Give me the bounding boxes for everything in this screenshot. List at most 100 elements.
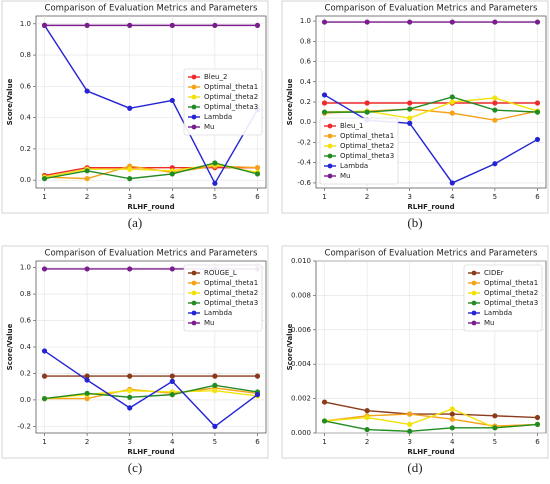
data-point <box>321 418 328 424</box>
series-line <box>44 162 258 180</box>
data-point <box>407 421 413 427</box>
legend-marker <box>471 280 477 286</box>
y-tick-label: 0.4 <box>20 114 32 122</box>
legend-box <box>463 264 543 332</box>
legend: ROUGE_L Optimal_theta1 Optimal_theta2 Optim… <box>183 264 263 332</box>
data-point <box>127 388 133 394</box>
legend-label: Lambda <box>204 113 232 121</box>
legend-marker <box>191 124 197 130</box>
data-point <box>127 176 133 182</box>
legend: Bleu_1 Optimal_theta1 Optimal_theta2 Optima… <box>319 117 399 185</box>
legend-label: Bleu_1 <box>340 122 363 130</box>
y-tick-label: -0.4 <box>297 159 311 167</box>
legend-label: Optimal_theta3 <box>484 299 538 307</box>
legend-marker <box>191 94 197 100</box>
data-point <box>254 165 261 171</box>
panel-frame <box>281 0 549 214</box>
data-point <box>364 426 370 433</box>
series-line <box>324 401 538 419</box>
data-point <box>254 373 261 379</box>
x-tick-label: 3 <box>127 193 131 201</box>
y-tick-label: 0.000 <box>291 429 311 437</box>
data-point <box>212 423 218 429</box>
data-point <box>169 378 175 384</box>
data-point <box>41 266 48 272</box>
panel-label: (d) <box>407 460 422 475</box>
data-point <box>169 22 175 28</box>
x-tick-label: 4 <box>450 438 455 446</box>
y-tick-label: 0.004 <box>291 360 312 368</box>
x-tick-label: 1 <box>322 438 326 446</box>
chart-title: Comparison of Evaluation Metrics and Par… <box>325 4 539 14</box>
data-point <box>41 348 48 354</box>
data-point <box>84 168 90 174</box>
legend-marker <box>191 84 197 90</box>
y-tick-label: 0.0 <box>300 118 311 126</box>
x-tick-label: 4 <box>170 438 175 446</box>
series-line <box>44 166 258 177</box>
data-point <box>321 100 328 106</box>
data-point <box>169 392 175 398</box>
legend-label: Lambda <box>484 309 512 317</box>
data-point <box>127 166 133 172</box>
x-tick-label: 6 <box>255 193 260 201</box>
legend-label: Optimal_theta3 <box>204 103 258 111</box>
data-point <box>169 373 175 379</box>
x-tick-label: 4 <box>450 193 455 201</box>
data-point <box>449 99 455 105</box>
data-point <box>492 117 498 123</box>
y-tick-label: 0.2 <box>20 369 31 377</box>
y-tick-label: 0.6 <box>20 82 32 90</box>
data-point <box>169 171 175 177</box>
data-point <box>212 388 218 394</box>
legend-label: Lambda <box>204 309 232 317</box>
y-axis-label: Score/Value <box>6 78 14 125</box>
legend-marker <box>191 320 197 326</box>
series-line <box>44 163 258 178</box>
legend-label: Optimal_theta3 <box>204 299 258 307</box>
legend-marker <box>191 310 197 316</box>
data-point <box>407 120 413 126</box>
legend-label: Optimal_theta2 <box>340 142 394 150</box>
x-tick-label: 1 <box>42 193 46 201</box>
panel-label: (b) <box>407 215 422 230</box>
chart-title: Comparison of Evaluation Metrics and Par… <box>45 4 259 14</box>
series-line <box>324 420 538 432</box>
legend-marker <box>191 114 197 120</box>
data-point <box>212 180 218 186</box>
legend-label: Optimal_theta1 <box>204 83 258 91</box>
data-point <box>41 396 48 402</box>
data-point <box>41 22 48 28</box>
data-point <box>407 100 413 106</box>
legend-label: Optimal_theta3 <box>340 152 394 160</box>
y-tick-label: 0.2 <box>20 145 31 153</box>
data-point <box>84 377 90 383</box>
data-point <box>127 22 133 28</box>
legend-label: Lambda <box>340 162 368 170</box>
x-tick-label: 2 <box>365 193 369 201</box>
data-point <box>169 266 175 272</box>
data-point <box>84 266 90 272</box>
legend-marker <box>191 74 197 80</box>
legend-label: ROUGE_L <box>204 269 237 277</box>
legend-label: Optimal_theta2 <box>204 289 258 297</box>
y-tick-label: 0.002 <box>291 395 311 403</box>
series-line <box>324 96 538 113</box>
x-tick-label: 1 <box>42 438 46 446</box>
data-point <box>534 414 541 421</box>
data-point <box>449 110 455 116</box>
legend-marker <box>471 320 477 326</box>
x-tick-label: 4 <box>170 193 175 201</box>
data-point <box>84 390 90 396</box>
legend-label: Optimal_theta2 <box>484 289 538 297</box>
x-tick-label: 5 <box>213 193 217 201</box>
data-point <box>492 100 498 106</box>
series-line <box>44 350 258 428</box>
y-tick-label: 0.8 <box>20 51 31 59</box>
data-point <box>449 406 455 412</box>
data-point <box>212 373 218 379</box>
data-point <box>254 171 261 177</box>
series-line <box>324 94 538 184</box>
data-point <box>407 428 413 434</box>
